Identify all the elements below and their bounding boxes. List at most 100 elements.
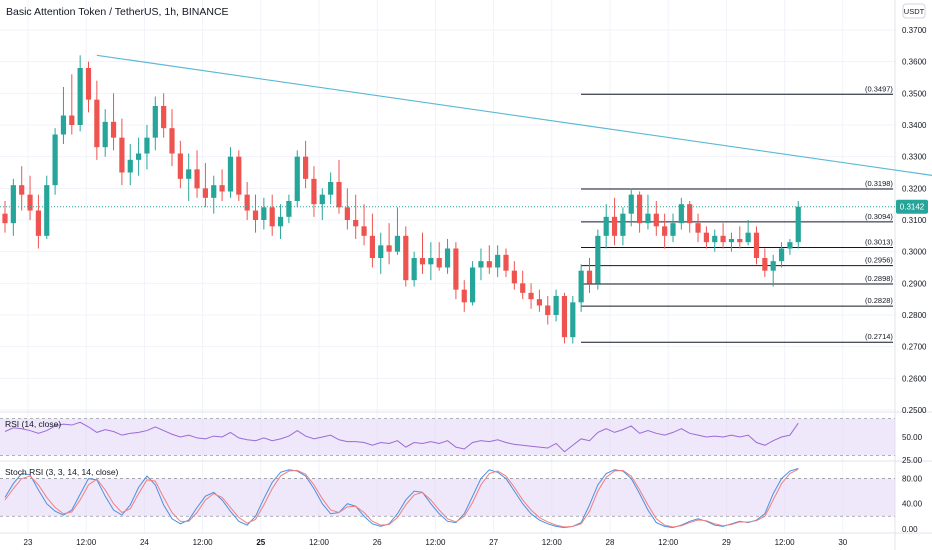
candle-body [69, 115, 75, 125]
candle-body [603, 216, 609, 236]
candle-body [411, 258, 417, 281]
stoch-k-line [4, 468, 799, 529]
candle-body [227, 156, 234, 192]
price-tick-label: 0.3200 [902, 184, 927, 193]
stoch-d-line [4, 468, 799, 528]
time-axis[interactable]: 23 12:00 24 12:00 25 12:00 26 12:00 27 12:00 28 12:… [24, 538, 848, 547]
candle-body [110, 121, 117, 138]
price-tick-label: 0.3600 [902, 58, 927, 67]
candle-body [236, 156, 242, 195]
candle-body [202, 188, 208, 198]
price-tick-label: 0.3500 [902, 89, 927, 98]
rsi-tick-label: 25.00 [902, 456, 923, 465]
price-axis[interactable]: 0.3700 0.3600 0.3500 0.3400 0.3300 0.3200 0.31… [896, 26, 928, 415]
time-tick-label: 24 [140, 538, 149, 547]
currency-badge[interactable]: USDT [902, 3, 926, 19]
candle-body [728, 239, 735, 243]
candle-body [361, 226, 367, 236]
price-tick-label: 0.3100 [902, 216, 927, 225]
time-tick-label: 12:00 [76, 538, 97, 547]
last-price-tag [896, 199, 928, 214]
candle-body [27, 194, 33, 211]
stoch-rsi-title: Stoch RSI (3, 3, 14, 14, close) [5, 467, 119, 477]
candle-body [10, 185, 16, 224]
candle-body [261, 207, 267, 220]
candle-body [745, 232, 751, 243]
candles [2, 55, 801, 344]
candle-body [495, 254, 501, 268]
fib-level-label: (0.2898) [865, 274, 893, 283]
stoch-tick-label: 80.00 [902, 475, 923, 484]
candle-body [444, 248, 451, 268]
time-tick-label: 28 [606, 538, 615, 547]
candle-body [35, 210, 41, 236]
candle-body [344, 207, 350, 220]
trendline[interactable] [96, 54, 932, 243]
candle-body [394, 235, 401, 252]
candle-body [478, 261, 484, 268]
price-tick-label: 0.3000 [902, 248, 927, 257]
time-tick-label: 12:00 [309, 538, 330, 547]
last-price-tag-label: 0.3142 [900, 203, 925, 212]
candle-body [52, 134, 58, 186]
candle-body [436, 258, 442, 268]
candle-body [737, 239, 743, 243]
stoch-tick-label: 40.00 [902, 500, 923, 509]
candle-body [695, 223, 701, 233]
stoch-band [0, 478, 895, 517]
time-tick-label: 12:00 [193, 538, 214, 547]
fib-level-label: (0.3094) [865, 212, 893, 221]
candle-body [294, 156, 300, 201]
candle-body [211, 185, 217, 198]
candle-body [511, 270, 517, 284]
candle-body [645, 213, 651, 224]
fib-level-label: (0.2956) [865, 256, 893, 265]
candle-body [595, 235, 601, 284]
candle-body [269, 207, 275, 227]
candle-body [720, 235, 726, 243]
time-tick-label: 12:00 [775, 538, 796, 547]
candle-body [570, 302, 576, 338]
candle-body [553, 296, 559, 315]
candle-body [687, 204, 693, 224]
candle-body [753, 232, 760, 258]
candle-body [712, 235, 718, 243]
candle-body [628, 194, 634, 214]
trendline-layer[interactable] [96, 54, 932, 243]
candle-body [670, 223, 676, 236]
candle-body [795, 206, 801, 243]
candle-body [545, 305, 551, 315]
candle-body [44, 185, 50, 236]
rsi-tick-label: 50.00 [902, 433, 923, 442]
candle-body [277, 216, 284, 227]
candle-body [586, 270, 593, 284]
candle-body [127, 159, 133, 173]
fib-level-label: (0.3497) [865, 84, 893, 93]
candle-body [386, 245, 392, 252]
candle-body [152, 106, 158, 138]
price-tick-label: 0.2900 [902, 279, 927, 288]
currency-badge-label: USDT [904, 7, 925, 16]
candle-body [353, 220, 359, 227]
candle-body [85, 68, 92, 100]
price-tick-label: 0.3400 [902, 121, 927, 130]
candle-body [653, 213, 659, 227]
candle-body [678, 204, 684, 224]
fib-levels: (0.3497) (0.3198) (0.3094) (0.3013) (0.2956)… [581, 84, 893, 343]
candle-body [428, 258, 434, 265]
candle-body [778, 248, 785, 262]
candle-body [419, 258, 426, 265]
candle-body [578, 270, 584, 303]
price-tick-label: 0.3700 [902, 26, 927, 35]
candle-body [94, 99, 100, 148]
candle-body [611, 216, 618, 236]
candle-body [703, 232, 709, 243]
candle-body [453, 248, 459, 290]
candle-body [286, 201, 292, 217]
candle-body [219, 185, 225, 192]
candle-body [161, 106, 167, 129]
candle-body [194, 169, 200, 189]
